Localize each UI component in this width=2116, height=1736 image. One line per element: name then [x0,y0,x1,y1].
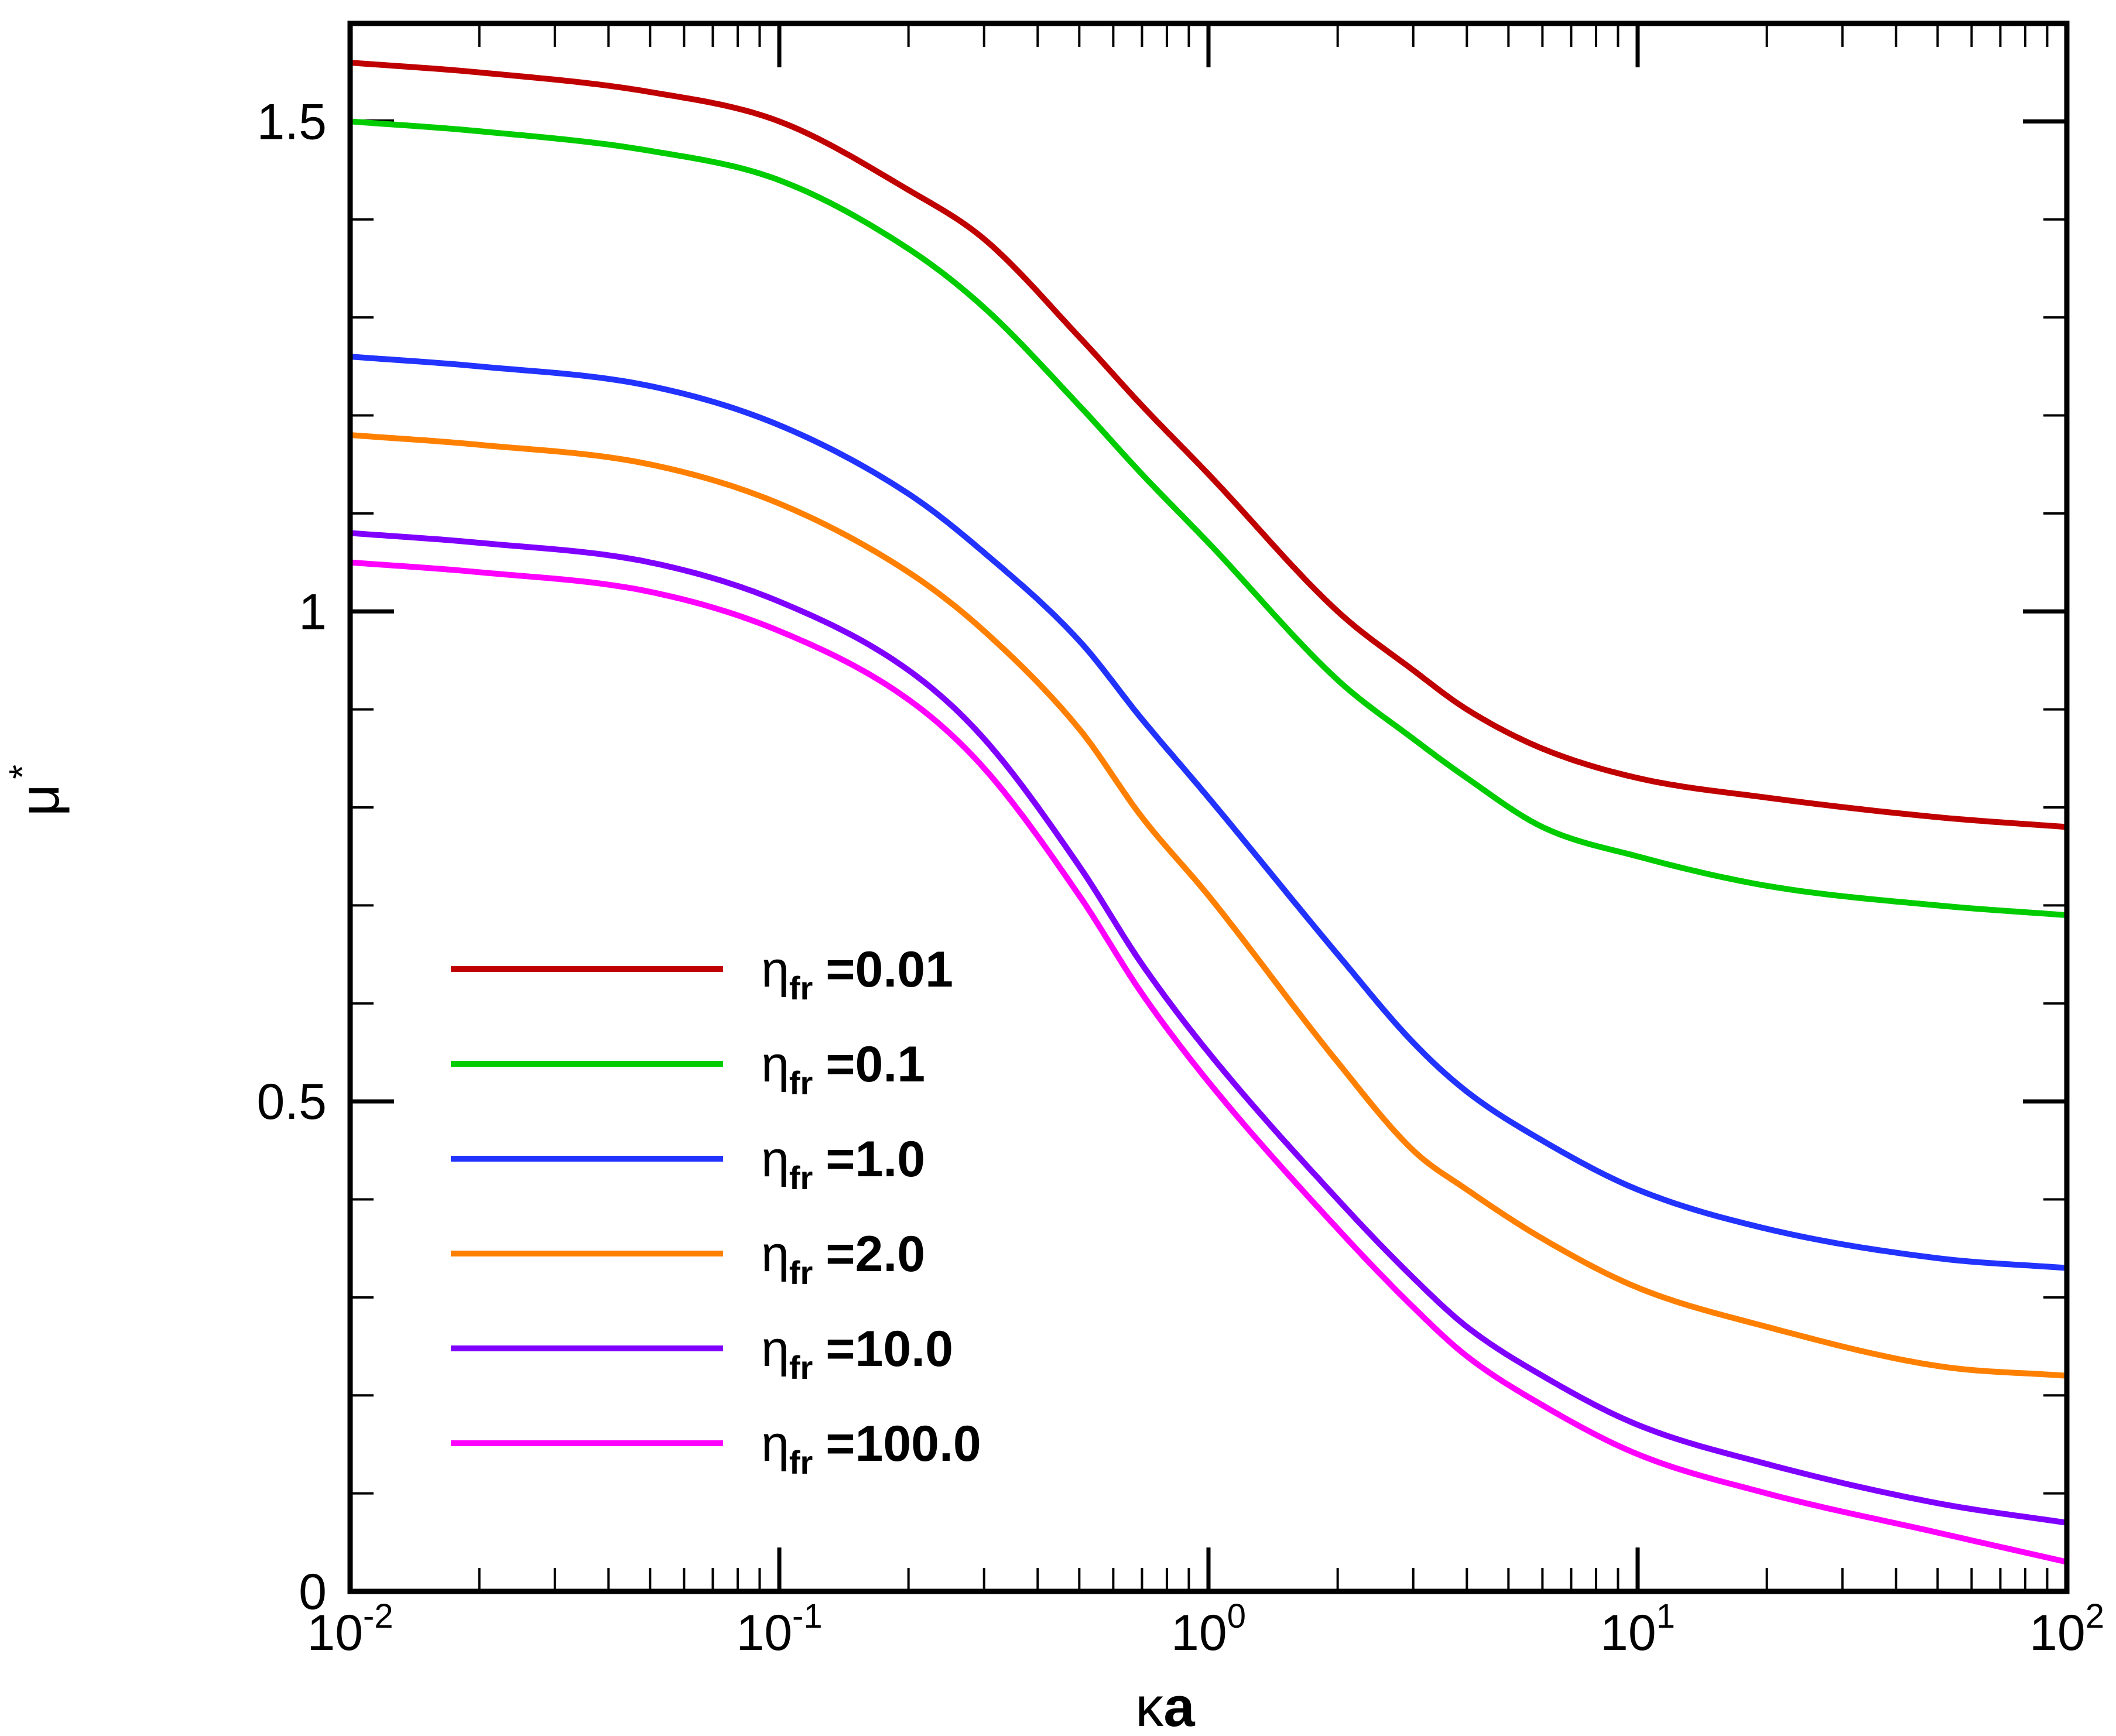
y-axis-symbol: μ [8,784,71,816]
x-tick-label: 101 [1600,1597,1675,1661]
series-line-0.1 [350,118,2067,919]
legend-label-2.0: ηfr =2.0 [761,1226,925,1291]
x-axis-letter: a [1163,1676,1195,1736]
y-tick-label: 0 [299,1564,327,1620]
legend-label-10.0: ηfr =10.0 [761,1321,953,1386]
legend-label-0.01: ηfr =0.01 [761,941,953,1006]
x-tick-label: 102 [2029,1597,2104,1661]
y-axis-superscript: * [1,765,43,779]
y-tick-label: 1 [299,584,327,640]
legend-label-0.1: ηfr =0.1 [761,1036,925,1101]
legend-item: ηfr =1.0 [451,1131,925,1196]
x-tick-labels: 10-2 10-1 100 101 102 [307,1597,2104,1661]
y-axis-title: μ* [1,765,71,816]
y-tick-labels: 0 0.5 1 1.5 [256,94,327,1620]
x-tick-label: 10-1 [736,1597,822,1661]
legend-item: ηfr =2.0 [451,1226,925,1291]
series-line-1.0 [350,354,2067,1271]
series-line-0.01 [350,60,2067,830]
legend-item: ηfr =0.1 [451,1036,925,1101]
series-line-10.0 [350,530,2067,1526]
svg-text:μ*: μ* [1,765,71,816]
y-tick-label: 1.5 [256,94,327,150]
y-tick-label: 0.5 [256,1074,327,1130]
series-line-100.0 [350,559,2068,1565]
x-tick-label: 100 [1171,1597,1246,1661]
legend: ηfr =0.01 ηfr =0.1 ηfr =1.0 ηfr =2.0 ηfr =10.0 ηfr… [451,941,981,1481]
legend-label-1.0: ηfr =1.0 [761,1131,925,1196]
series-lines [350,60,2068,1565]
x-axis-symbol: κ [1135,1676,1164,1736]
legend-label-100.0: ηfr =100.0 [761,1416,981,1481]
legend-item: ηfr =0.01 [451,941,953,1006]
plot-frame [347,20,2070,1594]
x-axis-title: κa [1135,1676,1195,1736]
legend-item: ηfr =100.0 [451,1416,981,1481]
minor-ticks [350,23,2067,1591]
series-line-2.0 [350,432,2067,1379]
x-tick-label: 10-2 [307,1597,393,1661]
legend-item: ηfr =10.0 [451,1321,953,1386]
